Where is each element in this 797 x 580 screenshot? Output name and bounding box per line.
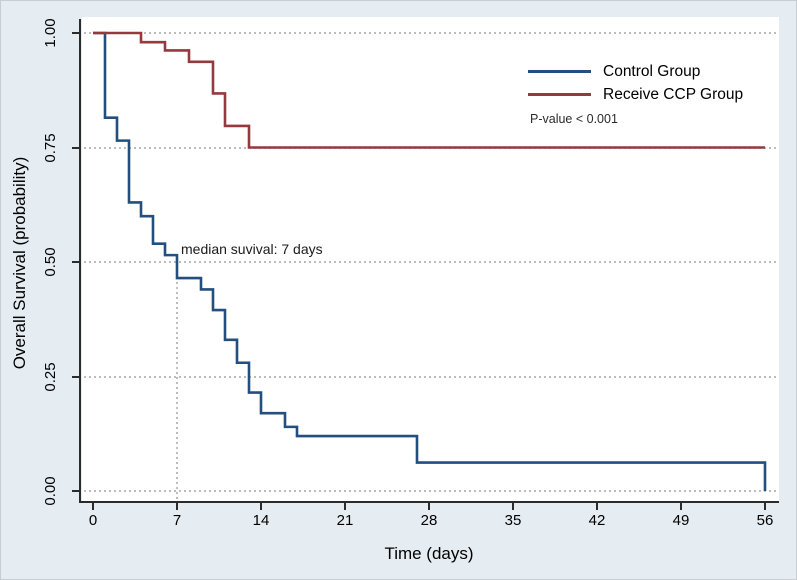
- y-tick: [72, 146, 79, 149]
- y-tick: [72, 261, 79, 263]
- x-tick: [680, 503, 682, 510]
- x-tick-label: 21: [336, 512, 354, 529]
- y-tick: [72, 375, 79, 378]
- gridline-1.00: [84, 32, 779, 34]
- x-tick-label: 56: [756, 512, 774, 529]
- control-group-curve: [93, 31, 767, 491]
- legend-label-ccp-group: Receive CCP Group: [603, 86, 744, 103]
- median-survival-line: [176, 262, 178, 501]
- x-tick: [764, 503, 766, 510]
- median-survival-annotation: median suvival: 7 days: [181, 241, 323, 257]
- y-axis-line: [79, 19, 81, 503]
- x-tick-label: 7: [172, 512, 182, 529]
- x-tick-label: 14: [252, 512, 270, 529]
- ccp-group-curve: [93, 31, 765, 149]
- gridline-0.00: [84, 490, 779, 492]
- x-tick: [512, 503, 514, 510]
- x-tick: [260, 503, 262, 510]
- plot-area: [82, 17, 779, 502]
- x-axis-title: Time (days): [384, 544, 474, 563]
- gridline-0.25: [84, 375, 779, 378]
- x-tick-label: 28: [420, 512, 438, 529]
- y-axis-title: Overall Survival (probability): [10, 156, 29, 370]
- x-tick-label: 0: [88, 512, 98, 529]
- ccp-group-line-swatch: [528, 93, 591, 96]
- x-tick: [92, 503, 94, 510]
- x-tick-label: 35: [504, 512, 522, 529]
- x-axis-line: [79, 501, 779, 503]
- gridline-0.50: [84, 261, 779, 263]
- legend-label-control-group: Control Group: [603, 63, 701, 80]
- control-group-line-swatch: [528, 70, 591, 73]
- x-tick: [344, 503, 346, 510]
- x-tick: [596, 503, 598, 510]
- x-tick: [176, 503, 178, 510]
- x-tick-label: 42: [588, 512, 606, 529]
- p-value-note: P-value < 0.001: [530, 112, 618, 126]
- x-tick-label: 49: [672, 512, 690, 529]
- y-tick: [72, 490, 79, 492]
- x-tick: [428, 503, 430, 510]
- y-tick: [72, 32, 79, 34]
